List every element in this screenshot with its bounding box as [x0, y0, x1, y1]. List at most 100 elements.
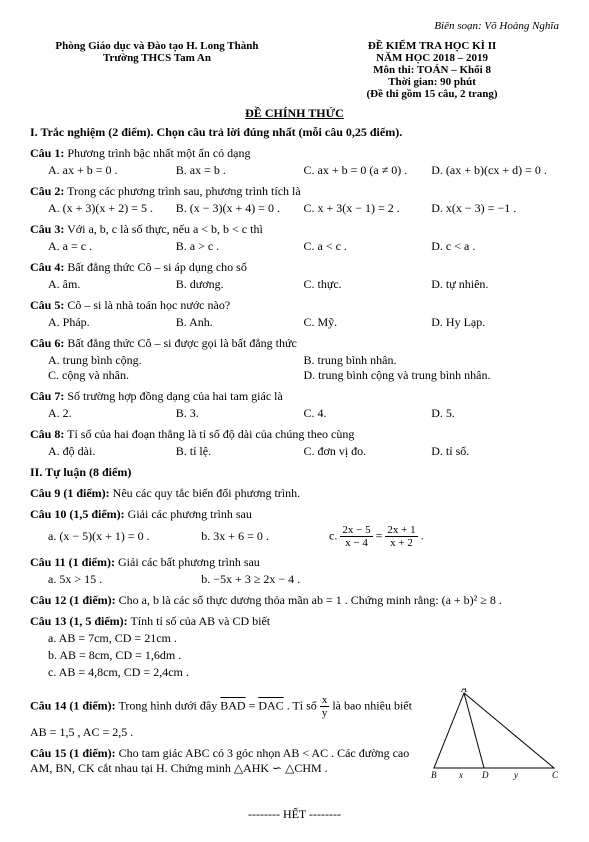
header-left: Phòng Giáo dục và Đào tạo H. Long Thành …	[30, 40, 284, 100]
footer: -------- HẾT --------	[30, 807, 559, 822]
q5-opts: A. Pháp. B. Anh. C. Mỹ. D. Hy Lạp.	[30, 315, 559, 330]
q4-label: Câu 4:	[30, 260, 64, 274]
q5-body: Cô – si là nhà toán học nước nào?	[64, 298, 230, 312]
q4-a: A. âm.	[48, 277, 176, 292]
fig-B: B	[431, 770, 437, 780]
fig-C: C	[552, 770, 559, 780]
q12: Câu 12 (1 điểm): Cho a, b là các số thực…	[30, 593, 559, 608]
q7-opts: A. 2. B. 3. C. 4. D. 5.	[30, 406, 559, 421]
q15: Câu 15 (1 điểm): Cho tam giác ABC có 3 g…	[30, 746, 423, 776]
q4-opts: A. âm. B. dương. C. thực. D. tự nhiên.	[30, 277, 559, 292]
q10c-n1: 2x − 5	[340, 524, 372, 537]
q10c-frac1: 2x − 5x − 4	[340, 524, 372, 549]
q6-label: Câu 6:	[30, 336, 64, 350]
q4-body: Bất đẳng thức Cô – si áp dụng cho số	[64, 260, 246, 274]
q14-eq: =	[249, 698, 259, 712]
q6-d: D. trung bình cộng và trung bình nhân.	[304, 368, 560, 383]
q8-b: B. tỉ lệ.	[176, 444, 304, 459]
year: NĂM HỌC 2018 – 2019	[305, 52, 559, 64]
q2-body: Trong các phương trình sau, phương trình…	[64, 184, 300, 198]
fig-A: A	[460, 688, 467, 694]
q10c-pre: c.	[329, 528, 340, 542]
q2-label: Câu 2:	[30, 184, 64, 198]
pages: (Đề thi gồm 15 câu, 2 trang)	[305, 88, 559, 100]
author: Biên soạn: Võ Hoàng Nghĩa	[30, 20, 559, 32]
q1-a: A. ax + b = 0 .	[48, 163, 176, 178]
q8-a: A. độ dài.	[48, 444, 176, 459]
q13-label: Câu 13 (1, 5 điểm):	[30, 614, 128, 628]
section-2: II. Tự luận (8 điểm)	[30, 465, 559, 480]
q14-b3: là bao nhiêu biết	[332, 698, 412, 712]
q10-c: c. 2x − 5x − 4 = 2x + 1x + 2 .	[329, 524, 559, 549]
q14-bad: BAD	[220, 698, 245, 712]
q14-row: Câu 14 (1 điểm): Trong hình dưới đây BAD…	[30, 688, 559, 787]
q10-a: a. (x − 5)(x + 1) = 0 .	[48, 529, 201, 544]
q5-c: C. Mỹ.	[304, 315, 432, 330]
q1-b: B. ax = b .	[176, 163, 304, 178]
q6-a: A. trung bình cộng.	[48, 353, 304, 368]
fig-x: x	[458, 770, 463, 780]
q5-d: D. Hy Lạp.	[431, 315, 559, 330]
q10c-n2: 2x + 1	[385, 524, 417, 537]
header-row: Phòng Giáo dục và Đào tạo H. Long Thành …	[30, 40, 559, 100]
q11-label: Câu 11 (1 điểm):	[30, 555, 115, 569]
q3-opts: A. a = c . B. a > c . C. a < c . D. c < …	[30, 239, 559, 254]
q14: Câu 14 (1 điểm): Trong hình dưới đây BAD…	[30, 694, 423, 719]
q10c-post: .	[421, 528, 424, 542]
q3-label: Câu 3:	[30, 222, 64, 236]
q13-a: a. AB = 7cm, CD = 21cm .	[30, 631, 559, 646]
time: Thời gian: 90 phút	[305, 76, 559, 88]
q6-body: Bất đẳng thức Cô – si được gọi là bất đẳ…	[64, 336, 296, 350]
q1-body: Phương trình bậc nhất một ẩn có dạng	[64, 146, 250, 160]
q9-label: Câu 9 (1 điểm):	[30, 486, 110, 500]
q13-b: b. AB = 8cm, CD = 1,6dm .	[30, 648, 559, 663]
q12-body: Cho a, b là các số thực dương thỏa mãn a…	[116, 593, 502, 607]
q10-b: b. 3x + 6 = 0 .	[201, 529, 329, 544]
q5-b: B. Anh.	[176, 315, 304, 330]
q1: Câu 1: Phương trình bậc nhất một ẩn có d…	[30, 146, 559, 161]
q11-a: a. 5x > 15 .	[48, 572, 201, 587]
q10-body: Giải các phương trình sau	[125, 507, 252, 521]
q2-d: D. x(x − 3) = −1 .	[431, 201, 559, 216]
q1-opts: A. ax + b = 0 . B. ax = b . C. ax + b = …	[30, 163, 559, 178]
dept: Phòng Giáo dục và Đào tạo H. Long Thành	[30, 40, 284, 52]
q6-c: C. cộng và nhân.	[48, 368, 304, 383]
q11: Câu 11 (1 điểm): Giải các bất phương trì…	[30, 555, 559, 570]
q14-fy: y	[320, 707, 330, 719]
q14-label: Câu 14 (1 điểm):	[30, 698, 116, 712]
q8-opts: A. độ dài. B. tỉ lệ. C. đơn vị đo. D. tỉ…	[30, 444, 559, 459]
q11-b: b. −5x + 3 ≥ 2x − 4 .	[201, 572, 457, 587]
q7-body: Số trường hợp đồng dạng của hai tam giác…	[64, 389, 282, 403]
q1-label: Câu 1:	[30, 146, 64, 160]
q10c-d2: x + 2	[385, 537, 417, 549]
section-1: I. Trắc nghiệm (2 điểm). Chọn câu trả lờ…	[30, 125, 559, 140]
q3: Câu 3: Với a, b, c là số thực, nếu a < b…	[30, 222, 559, 237]
q3-body: Với a, b, c là số thực, nếu a < b, b < c…	[64, 222, 262, 236]
q10c-frac2: 2x + 1x + 2	[385, 524, 417, 549]
q10c-mid: =	[376, 528, 386, 542]
official-title: ĐỀ CHÍNH THỨC	[30, 106, 559, 121]
q11-sub: a. 5x > 15 . b. −5x + 3 ≥ 2x − 4 .	[30, 572, 559, 587]
q7-label: Câu 7:	[30, 389, 64, 403]
q7: Câu 7: Số trường hợp đồng dạng của hai t…	[30, 389, 559, 404]
q4-d: D. tự nhiên.	[431, 277, 559, 292]
q13-body: Tính tỉ số của AB và CD biết	[128, 614, 270, 628]
q6: Câu 6: Bất đẳng thức Cô – si được gọi là…	[30, 336, 559, 351]
q3-c: C. a < c .	[304, 239, 432, 254]
q7-a: A. 2.	[48, 406, 176, 421]
q4-b: B. dương.	[176, 277, 304, 292]
q5-a: A. Pháp.	[48, 315, 176, 330]
q14-dac: DAC	[258, 698, 283, 712]
q9: Câu 9 (1 điểm): Nêu các quy tắc biến đổi…	[30, 486, 559, 501]
q8-c: C. đơn vị đo.	[304, 444, 432, 459]
q15-label: Câu 15 (1 điểm):	[30, 746, 116, 760]
triangle-figure: A B C D x y	[429, 688, 559, 787]
q2-b: B. (x − 3)(x + 4) = 0 .	[176, 201, 304, 216]
q2-a: A. (x + 3)(x + 2) = 5 .	[48, 201, 176, 216]
school: Trường THCS Tam An	[30, 52, 284, 64]
q2-opts: A. (x + 3)(x + 2) = 5 . B. (x − 3)(x + 4…	[30, 201, 559, 216]
q6-b: B. trung bình nhân.	[304, 353, 560, 368]
q7-d: D. 5.	[431, 406, 559, 421]
header-right: ĐỀ KIỂM TRA HỌC KÌ II NĂM HỌC 2018 – 201…	[305, 40, 559, 100]
q13: Câu 13 (1, 5 điểm): Tính tỉ số của AB và…	[30, 614, 559, 629]
